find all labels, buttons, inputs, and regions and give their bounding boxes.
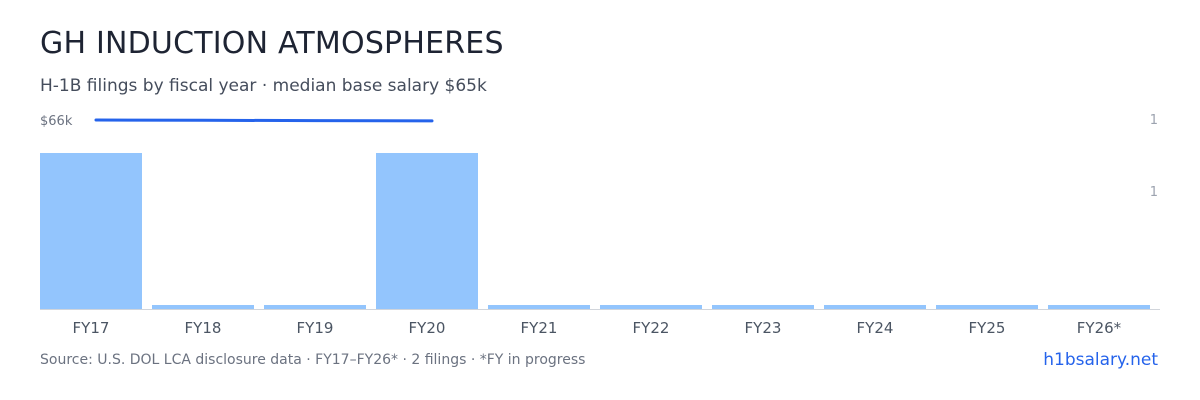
bar-fy23 [712, 305, 814, 309]
salary-line [94, 118, 434, 123]
x-tick-label: FY23 [745, 319, 782, 337]
right-axis-tick: 1 [1150, 113, 1158, 128]
bar-fy18 [152, 305, 254, 309]
bar-fy17 [40, 153, 142, 309]
chart-subtitle: H-1B filings by fiscal year · median bas… [40, 76, 487, 96]
x-tick-label: FY22 [633, 319, 670, 337]
bar-fy19 [264, 305, 366, 309]
brand-link[interactable]: h1bsalary.net [1043, 350, 1158, 370]
x-tick-label: FY25 [969, 319, 1006, 337]
source-note: Source: U.S. DOL LCA disclosure data · F… [40, 352, 586, 368]
bar-fy21 [488, 305, 590, 309]
chart-title: GH INDUCTION ATMOSPHERES [40, 26, 504, 61]
salary-axis-label: $66k [40, 114, 73, 129]
bar-fy25 [936, 305, 1038, 309]
x-tick-label: FY21 [521, 319, 558, 337]
x-tick-label: FY17 [73, 319, 110, 337]
bar-fy24 [824, 305, 926, 309]
x-tick-label: FY18 [185, 319, 222, 337]
x-tick-label: FY19 [297, 319, 334, 337]
x-tick-label: FY20 [409, 319, 446, 337]
bar-fy20 [376, 153, 478, 309]
bar-fy22 [600, 305, 702, 309]
bar-chart: FY17 FY18 FY19 FY20 FY21 FY22 FY23 FY24 FY25 FY26… [40, 113, 1160, 337]
x-tick-label: FY26* [1077, 319, 1122, 337]
right-axis-tick: 1 [1150, 185, 1158, 200]
bar-fy26-partial [1048, 305, 1150, 309]
x-tick-label: FY24 [857, 319, 894, 337]
